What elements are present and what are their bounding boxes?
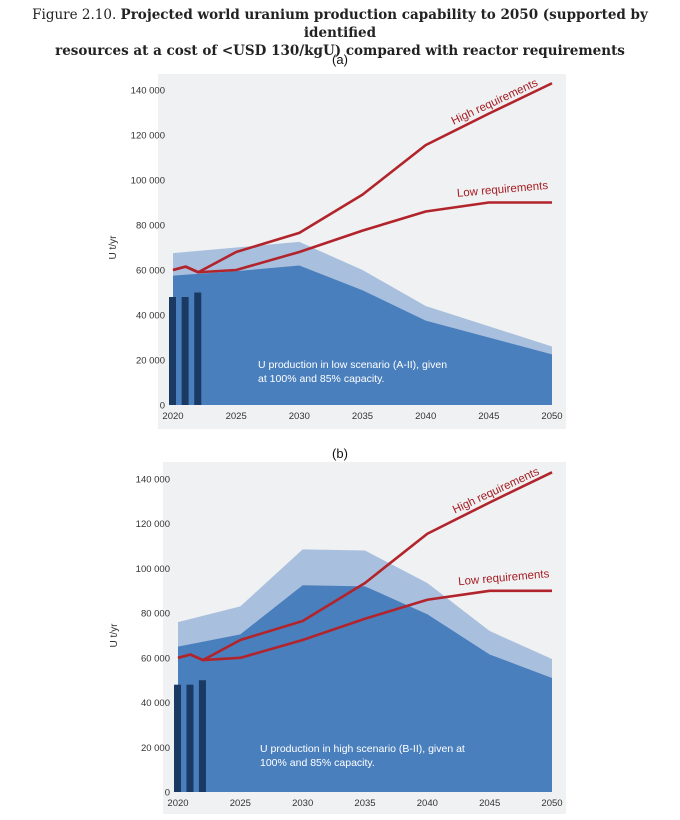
y-tick-label: 140 000 [131,86,165,97]
panel-label-a: (a) [332,52,348,67]
x-tick-label: 2045 [479,798,500,809]
low-requirements-line [172,201,552,274]
figure-title-line2: resources at a cost of <USD 130/kgU) com… [55,43,625,59]
production-bar [174,684,181,792]
production-bar [186,684,194,792]
figure-caption: Figure 2.10. Projected world uranium pro… [0,6,680,60]
x-tick-label: 2030 [292,798,313,809]
production-bar [169,297,176,405]
y-axis-label: U t/yr [109,623,120,648]
y-tick-label: 140 000 [136,475,170,486]
y-tick-label: 0 [160,401,165,412]
y-tick-label: 20 000 [141,743,170,754]
y-tick-label: 100 000 [131,176,165,187]
y-tick-label: 60 000 [141,653,170,664]
y-axis-label: U t/yr [108,235,119,260]
y-tick-label: 100 000 [136,564,170,575]
x-tick-label: 2020 [162,411,183,422]
x-tick-label: 2035 [352,411,373,422]
x-tick-label: 2030 [289,411,310,422]
low-requirements-line [177,589,552,662]
panel-label-b: (b) [332,446,348,461]
production-bar [198,680,206,792]
x-tick-label: 2035 [354,798,375,809]
capacity-85-area [173,265,552,405]
y-tick-label: 120 000 [131,131,165,142]
x-tick-label: 2020 [167,798,188,809]
x-tick-label: 2025 [230,798,251,809]
x-tick-label: 2040 [415,411,436,422]
figure-number: Figure 2.10. [32,7,117,23]
y-tick-label: 120 000 [136,519,170,530]
production-bar [181,297,189,405]
y-tick-label: 40 000 [141,698,170,709]
x-tick-label: 2025 [226,411,247,422]
y-tick-label: 20 000 [136,356,165,367]
annotation-line1: U production in high scenario (B-II), gi… [260,743,465,755]
y-tick-label: 0 [165,788,170,799]
y-tick-label: 60 000 [136,266,165,277]
annotation-line1: U production in low scenario (A-II), giv… [258,359,447,371]
x-tick-label: 2040 [417,798,438,809]
x-tick-label: 2050 [541,411,562,422]
figure-title-line1: Projected world uranium production capab… [120,7,648,41]
x-tick-label: 2045 [478,411,499,422]
y-tick-label: 40 000 [136,311,165,322]
capacity-85-area [178,585,552,792]
annotation-line2: 100% and 85% capacity. [260,757,375,769]
y-tick-label: 80 000 [136,221,165,232]
y-tick-label: 80 000 [141,609,170,620]
annotation-line2: at 100% and 85% capacity. [258,373,384,385]
x-tick-label: 2050 [541,798,562,809]
production-bar [194,292,202,405]
